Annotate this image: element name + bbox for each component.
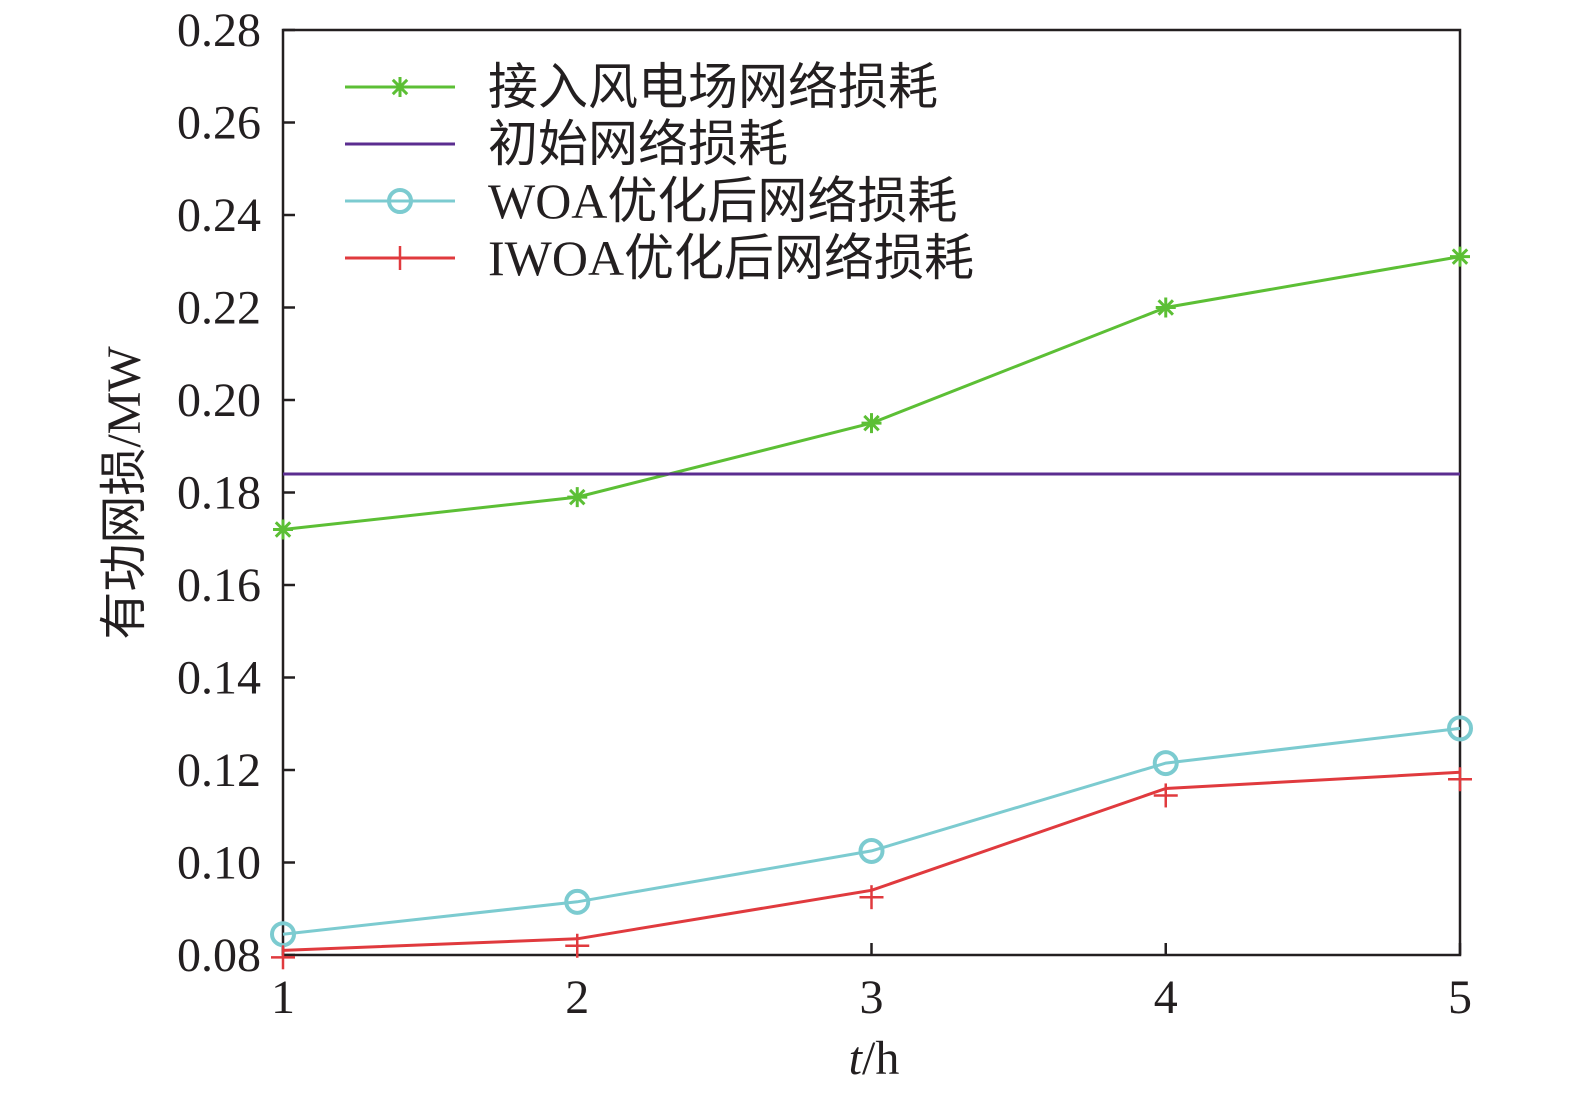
legend-label: WOA优化后网络损耗 bbox=[488, 173, 957, 229]
ticks: 0.08 0.10 0.12 0.14 0.16 0.18 0.20 0.22 0.24 0.26… bbox=[177, 4, 1472, 1024]
axes bbox=[281, 28, 1462, 957]
series-line bbox=[282, 255, 1461, 531]
y-tick-label: 0.16 bbox=[177, 559, 261, 612]
data-point bbox=[861, 413, 882, 434]
y-tick-label: 0.14 bbox=[177, 652, 261, 705]
legend-swatch-marker bbox=[390, 77, 410, 97]
x-tick-label: 5 bbox=[1448, 971, 1472, 1024]
x-tick-label: 4 bbox=[1154, 971, 1178, 1024]
series bbox=[270, 246, 1473, 970]
data-point bbox=[1447, 715, 1473, 742]
data-point bbox=[1448, 767, 1472, 792]
marker-d2 bbox=[568, 488, 586, 506]
legend-swatch-marker bbox=[388, 246, 412, 270]
y-tick-label: 0.08 bbox=[177, 929, 261, 982]
x-tick-label: 3 bbox=[860, 971, 884, 1024]
data-point bbox=[270, 921, 296, 948]
legend-entry-3: IWOA优化后网络损耗 bbox=[345, 230, 974, 286]
data-point bbox=[1450, 246, 1470, 267]
y-tick-label: 0.12 bbox=[177, 744, 261, 797]
y-tick-label: 0.22 bbox=[177, 282, 261, 335]
series-0 bbox=[273, 246, 1470, 540]
y-tick-label: 0.18 bbox=[177, 467, 261, 520]
x-tick-label: 1 bbox=[271, 971, 295, 1024]
data-point bbox=[567, 487, 588, 508]
series-line bbox=[282, 726, 1461, 936]
data-point bbox=[271, 945, 295, 970]
data-point bbox=[273, 519, 293, 540]
y-tick-label: 0.26 bbox=[177, 97, 261, 150]
legend-label: IWOA优化后网络损耗 bbox=[488, 230, 974, 286]
data-point bbox=[1152, 750, 1179, 777]
legend-swatch-marker bbox=[387, 188, 413, 214]
data-point bbox=[1153, 783, 1178, 808]
y-tick-label: 0.10 bbox=[177, 837, 261, 890]
marker-d2 bbox=[1157, 299, 1175, 316]
legend-entry-1: 初始网络损耗 bbox=[345, 116, 788, 172]
data-point bbox=[564, 888, 591, 915]
y-tick-label: 0.28 bbox=[177, 4, 261, 57]
y-axis-label: 有功网损/MW bbox=[98, 346, 151, 640]
series-2 bbox=[270, 715, 1473, 948]
y-tick-label: 0.20 bbox=[177, 374, 261, 427]
legend-label: 接入风电场网络损耗 bbox=[488, 59, 938, 115]
marker-d2 bbox=[391, 78, 409, 96]
x-axis-label: t/h bbox=[849, 1032, 900, 1085]
x-tick-label: 2 bbox=[565, 971, 589, 1024]
data-point bbox=[1155, 297, 1176, 318]
marker-d2 bbox=[274, 521, 292, 538]
y-tick-label: 0.24 bbox=[177, 189, 261, 242]
data-point bbox=[565, 933, 590, 958]
series-3 bbox=[271, 767, 1472, 970]
data-point bbox=[859, 885, 884, 910]
legend-entry-2: WOA优化后网络损耗 bbox=[345, 173, 957, 229]
plot-frame bbox=[281, 28, 1462, 957]
marker-d2 bbox=[1451, 248, 1469, 265]
data-point bbox=[858, 837, 885, 864]
legend-entry-0: 接入风电场网络损耗 bbox=[345, 59, 938, 115]
marker-d2 bbox=[863, 414, 880, 432]
legend-label: 初始网络损耗 bbox=[488, 116, 788, 172]
